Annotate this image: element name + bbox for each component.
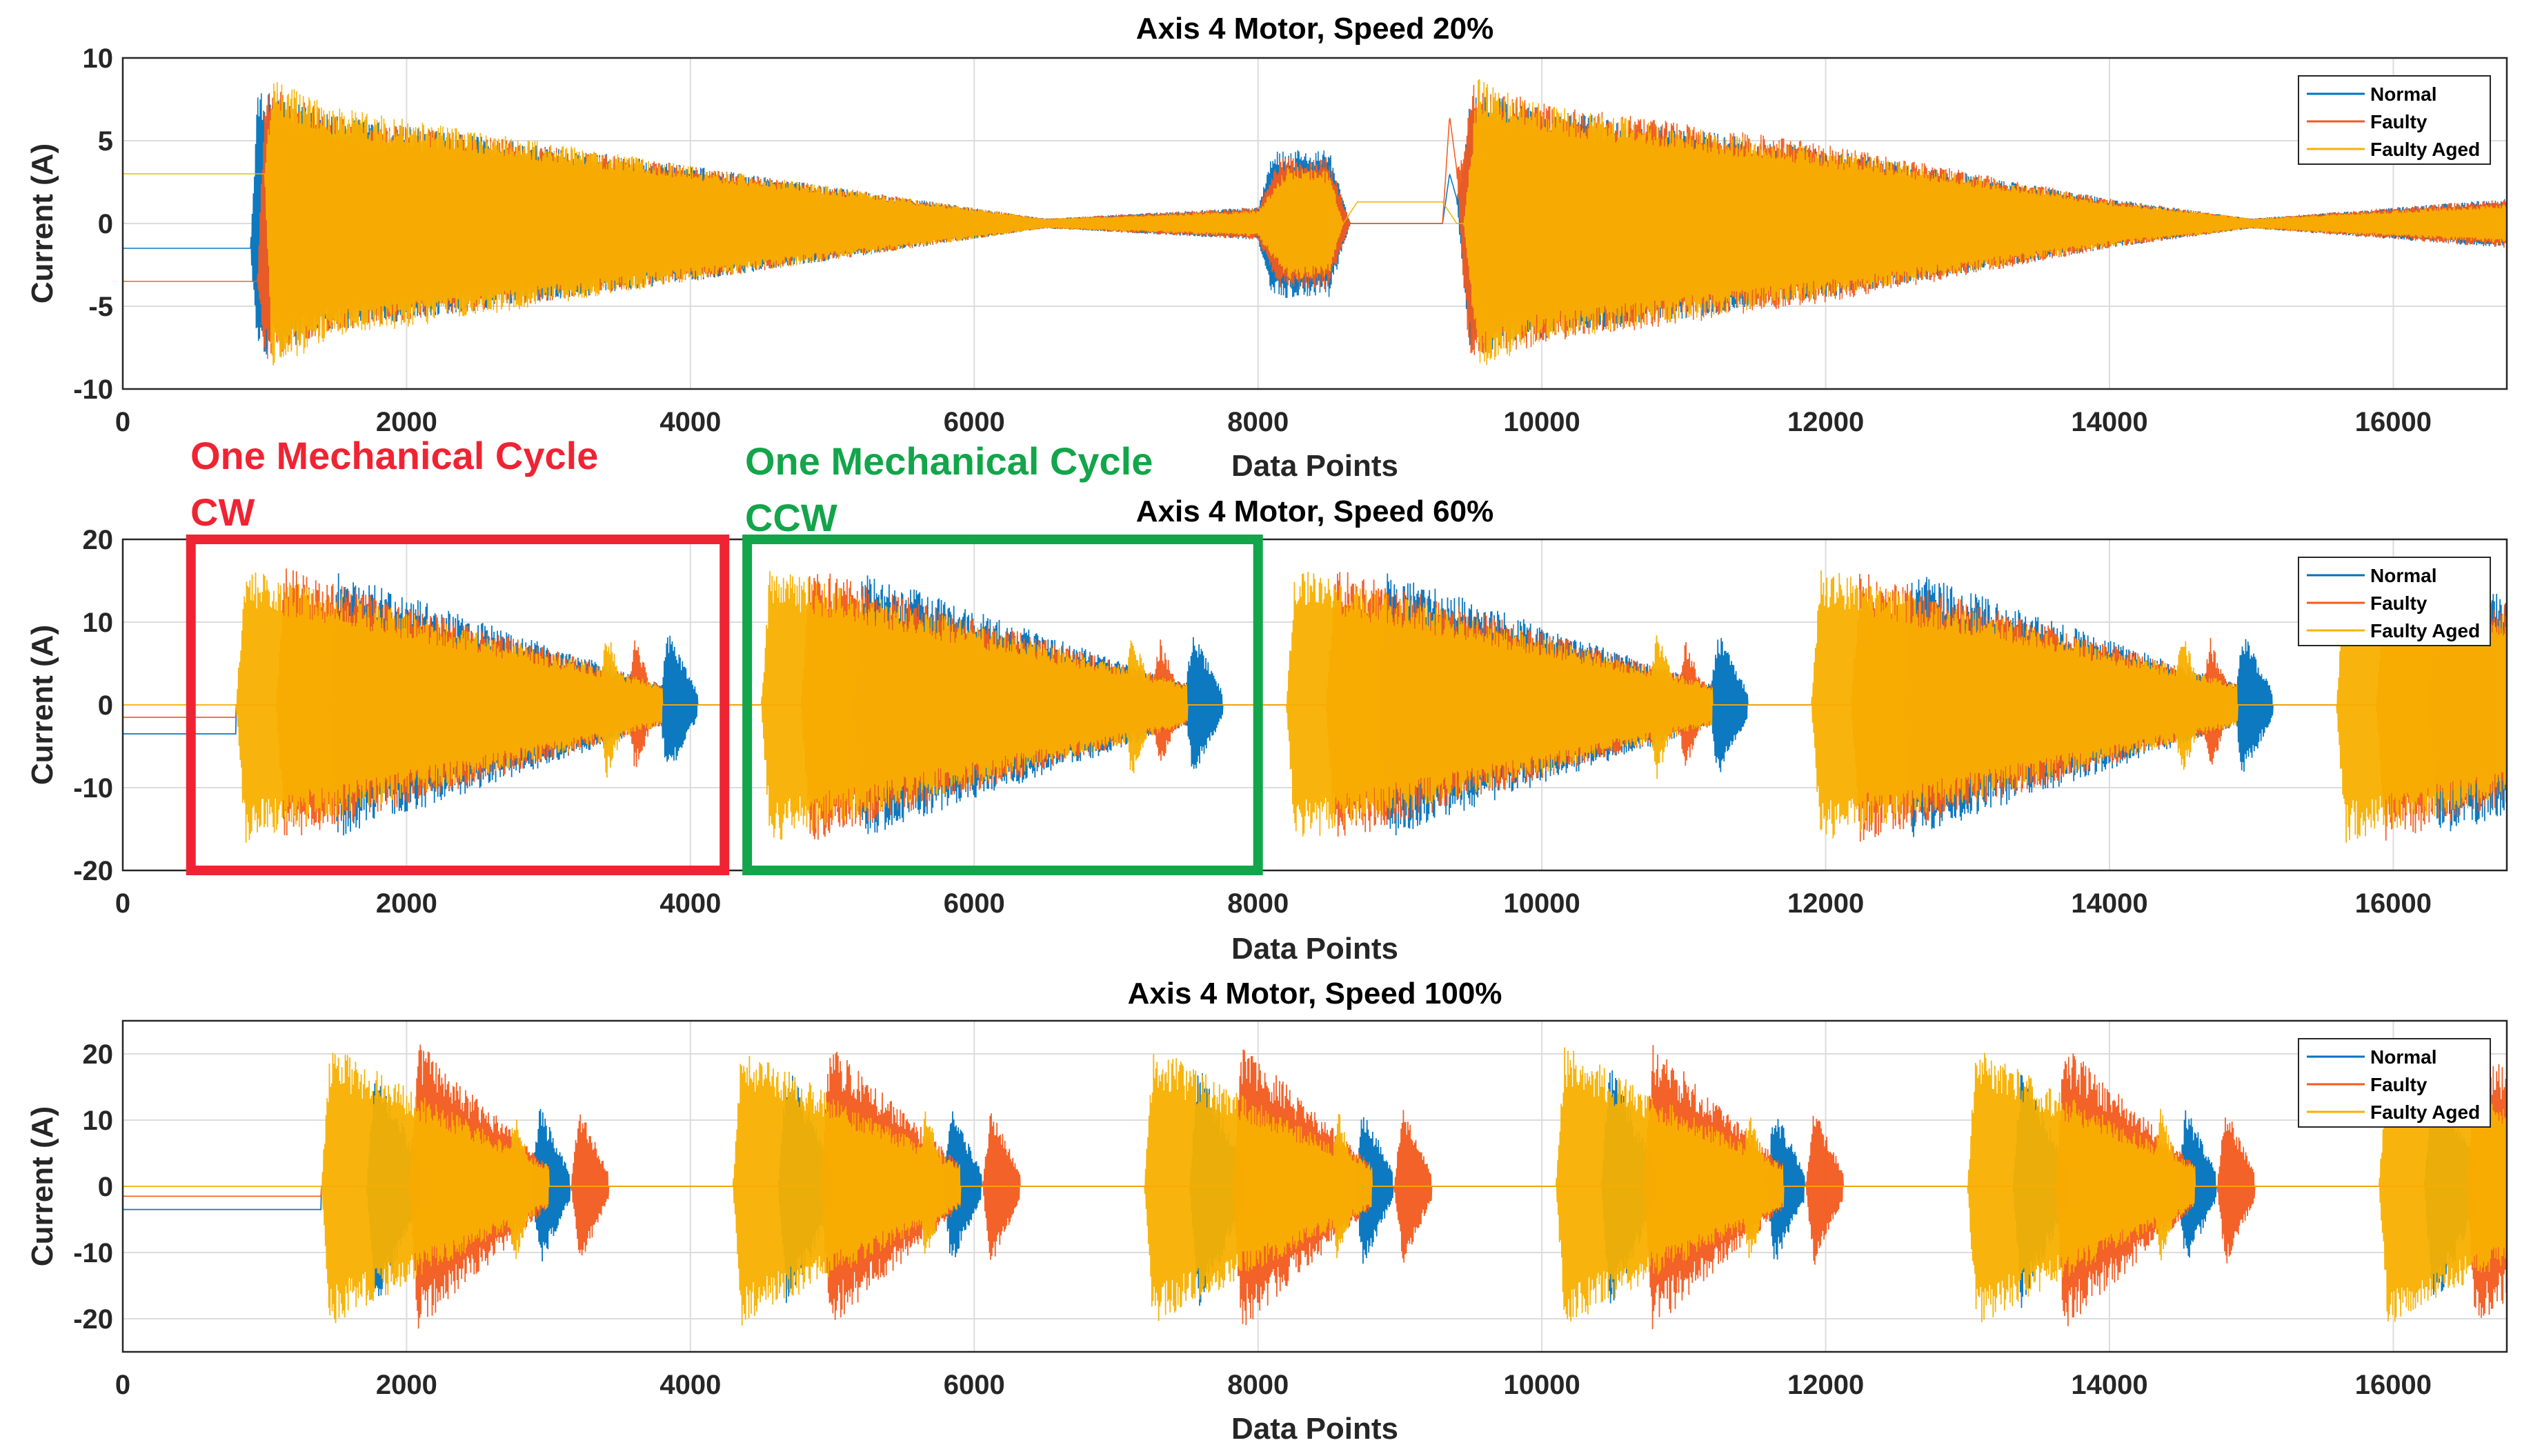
y-axis-label: Current (A) (26, 625, 59, 785)
x-tick-label: 6000 (944, 1370, 1005, 1400)
x-tick-label: 10000 (1504, 1370, 1580, 1400)
legend: Normal Faulty Faulty Aged (2298, 557, 2491, 646)
y-axis-label: Current (A) (26, 1106, 59, 1266)
panels: 0 2000 4000 6000 8000 10000 12000 14000 16000-10… (26, 12, 2508, 1446)
chart-title: Axis 4 Motor, Speed 20% (1136, 12, 1493, 46)
x-tick-label: 6000 (944, 407, 1005, 437)
chart-title: Axis 4 Motor, Speed 60% (1136, 495, 1493, 528)
y-tick-label: -5 (88, 292, 113, 322)
y-tick-label: -20 (73, 1304, 113, 1335)
x-tick-label: 0 (115, 1370, 130, 1400)
cw-cycle-highlight-box (186, 535, 730, 875)
y-tick-label: 10 (83, 1106, 114, 1136)
y-tick-label: -10 (73, 773, 113, 804)
y-tick-label: 10 (83, 608, 114, 638)
ccw-annotation-line1: One Mechanical Cycle (745, 439, 1153, 483)
y-tick-label: -10 (73, 1238, 113, 1268)
ccw-annotation-line2: CCW (745, 496, 837, 539)
y-tick-label: -20 (73, 856, 113, 886)
x-tick-label: 14000 (2071, 888, 2147, 919)
series-line-faulty-aged (123, 570, 2507, 843)
chart-title: Axis 4 Motor, Speed 100% (1128, 977, 1502, 1010)
chart-panel-3: 0 2000 4000 6000 8000 10000 12000 14000 16000 -20… (26, 977, 2508, 1446)
series-line-faulty-aged (123, 79, 2507, 366)
x-axis-label: Data Points (1231, 1412, 1398, 1446)
x-tick-label: 2000 (376, 888, 437, 919)
x-tick-label: 14000 (2071, 1370, 2147, 1400)
y-tick-label: -10 (73, 375, 113, 405)
axes-frame (121, 57, 2508, 390)
y-tick-label: 20 (83, 525, 114, 555)
y-axis-label: Current (A) (26, 143, 59, 303)
x-tick-label: 12000 (1787, 407, 1864, 437)
x-tick-label: 8000 (1227, 888, 1289, 919)
x-tick-label: 0 (115, 888, 130, 919)
legend-label-faulty-aged: Faulty Aged (2370, 139, 2480, 160)
legend-label-normal: Normal (2370, 1046, 2436, 1068)
x-tick-label: 2000 (376, 1370, 437, 1400)
y-tick-label: 5 (98, 126, 113, 157)
x-tick-label: 16000 (2355, 1370, 2432, 1400)
y-tick-label: 0 (98, 1172, 113, 1202)
legend-label-faulty-aged: Faulty Aged (2370, 1101, 2480, 1123)
legend-label-faulty: Faulty (2370, 1074, 2427, 1095)
ccw-cycle-highlight-box (742, 535, 1263, 875)
x-tick-label: 0 (115, 407, 130, 437)
legend-label-normal: Normal (2370, 83, 2436, 105)
x-tick-label: 4000 (659, 407, 721, 437)
x-tick-label: 2000 (376, 407, 437, 437)
annotations: One Mechanical Cycle CW One Mechanical C… (190, 434, 1153, 539)
data-group (123, 1044, 2507, 1330)
legend-label-faulty: Faulty (2370, 592, 2427, 614)
chart-panel-2: 0 2000 4000 6000 8000 10000 12000 14000 16000 -20… (26, 495, 2508, 966)
cw-annotation-line2: CW (190, 490, 255, 534)
x-tick-label: 12000 (1787, 1370, 1864, 1400)
y-tick-label: 10 (83, 43, 114, 74)
x-axis-label: Data Points (1231, 932, 1398, 966)
x-tick-label: 4000 (659, 888, 721, 919)
x-tick-label: 16000 (2355, 888, 2432, 919)
x-tick-label: 14000 (2071, 407, 2147, 437)
x-axis-label: Data Points (1231, 449, 1398, 483)
x-tick-label: 8000 (1227, 1370, 1289, 1400)
x-tick-label: 10000 (1504, 407, 1580, 437)
legend-label-faulty: Faulty (2370, 111, 2427, 132)
cw-annotation-line1: One Mechanical Cycle (190, 434, 598, 477)
chart-panel-1: 0 2000 4000 6000 8000 10000 12000 14000 16000 -10… (26, 12, 2508, 483)
axes-frame (121, 1019, 2508, 1353)
x-tick-label: 6000 (944, 888, 1005, 919)
legend-label-faulty-aged: Faulty Aged (2370, 620, 2480, 641)
y-tick-label: 20 (83, 1039, 114, 1070)
y-tick-label: 0 (98, 690, 113, 721)
series-line-faulty-aged (123, 1047, 2507, 1326)
x-tick-label: 8000 (1227, 407, 1289, 437)
legend-label-normal: Normal (2370, 565, 2436, 586)
legend: Normal Faulty Faulty Aged (2298, 75, 2491, 165)
y-tick-label: 0 (98, 209, 113, 239)
data-group (123, 79, 2507, 366)
x-tick-label: 16000 (2355, 407, 2432, 437)
legend: Normal Faulty Faulty Aged (2298, 1038, 2491, 1128)
axes-frame (121, 538, 2508, 872)
x-tick-label: 10000 (1504, 888, 1580, 919)
x-tick-label: 4000 (659, 1370, 721, 1400)
x-tick-label: 12000 (1787, 888, 1864, 919)
data-group (123, 568, 2507, 843)
